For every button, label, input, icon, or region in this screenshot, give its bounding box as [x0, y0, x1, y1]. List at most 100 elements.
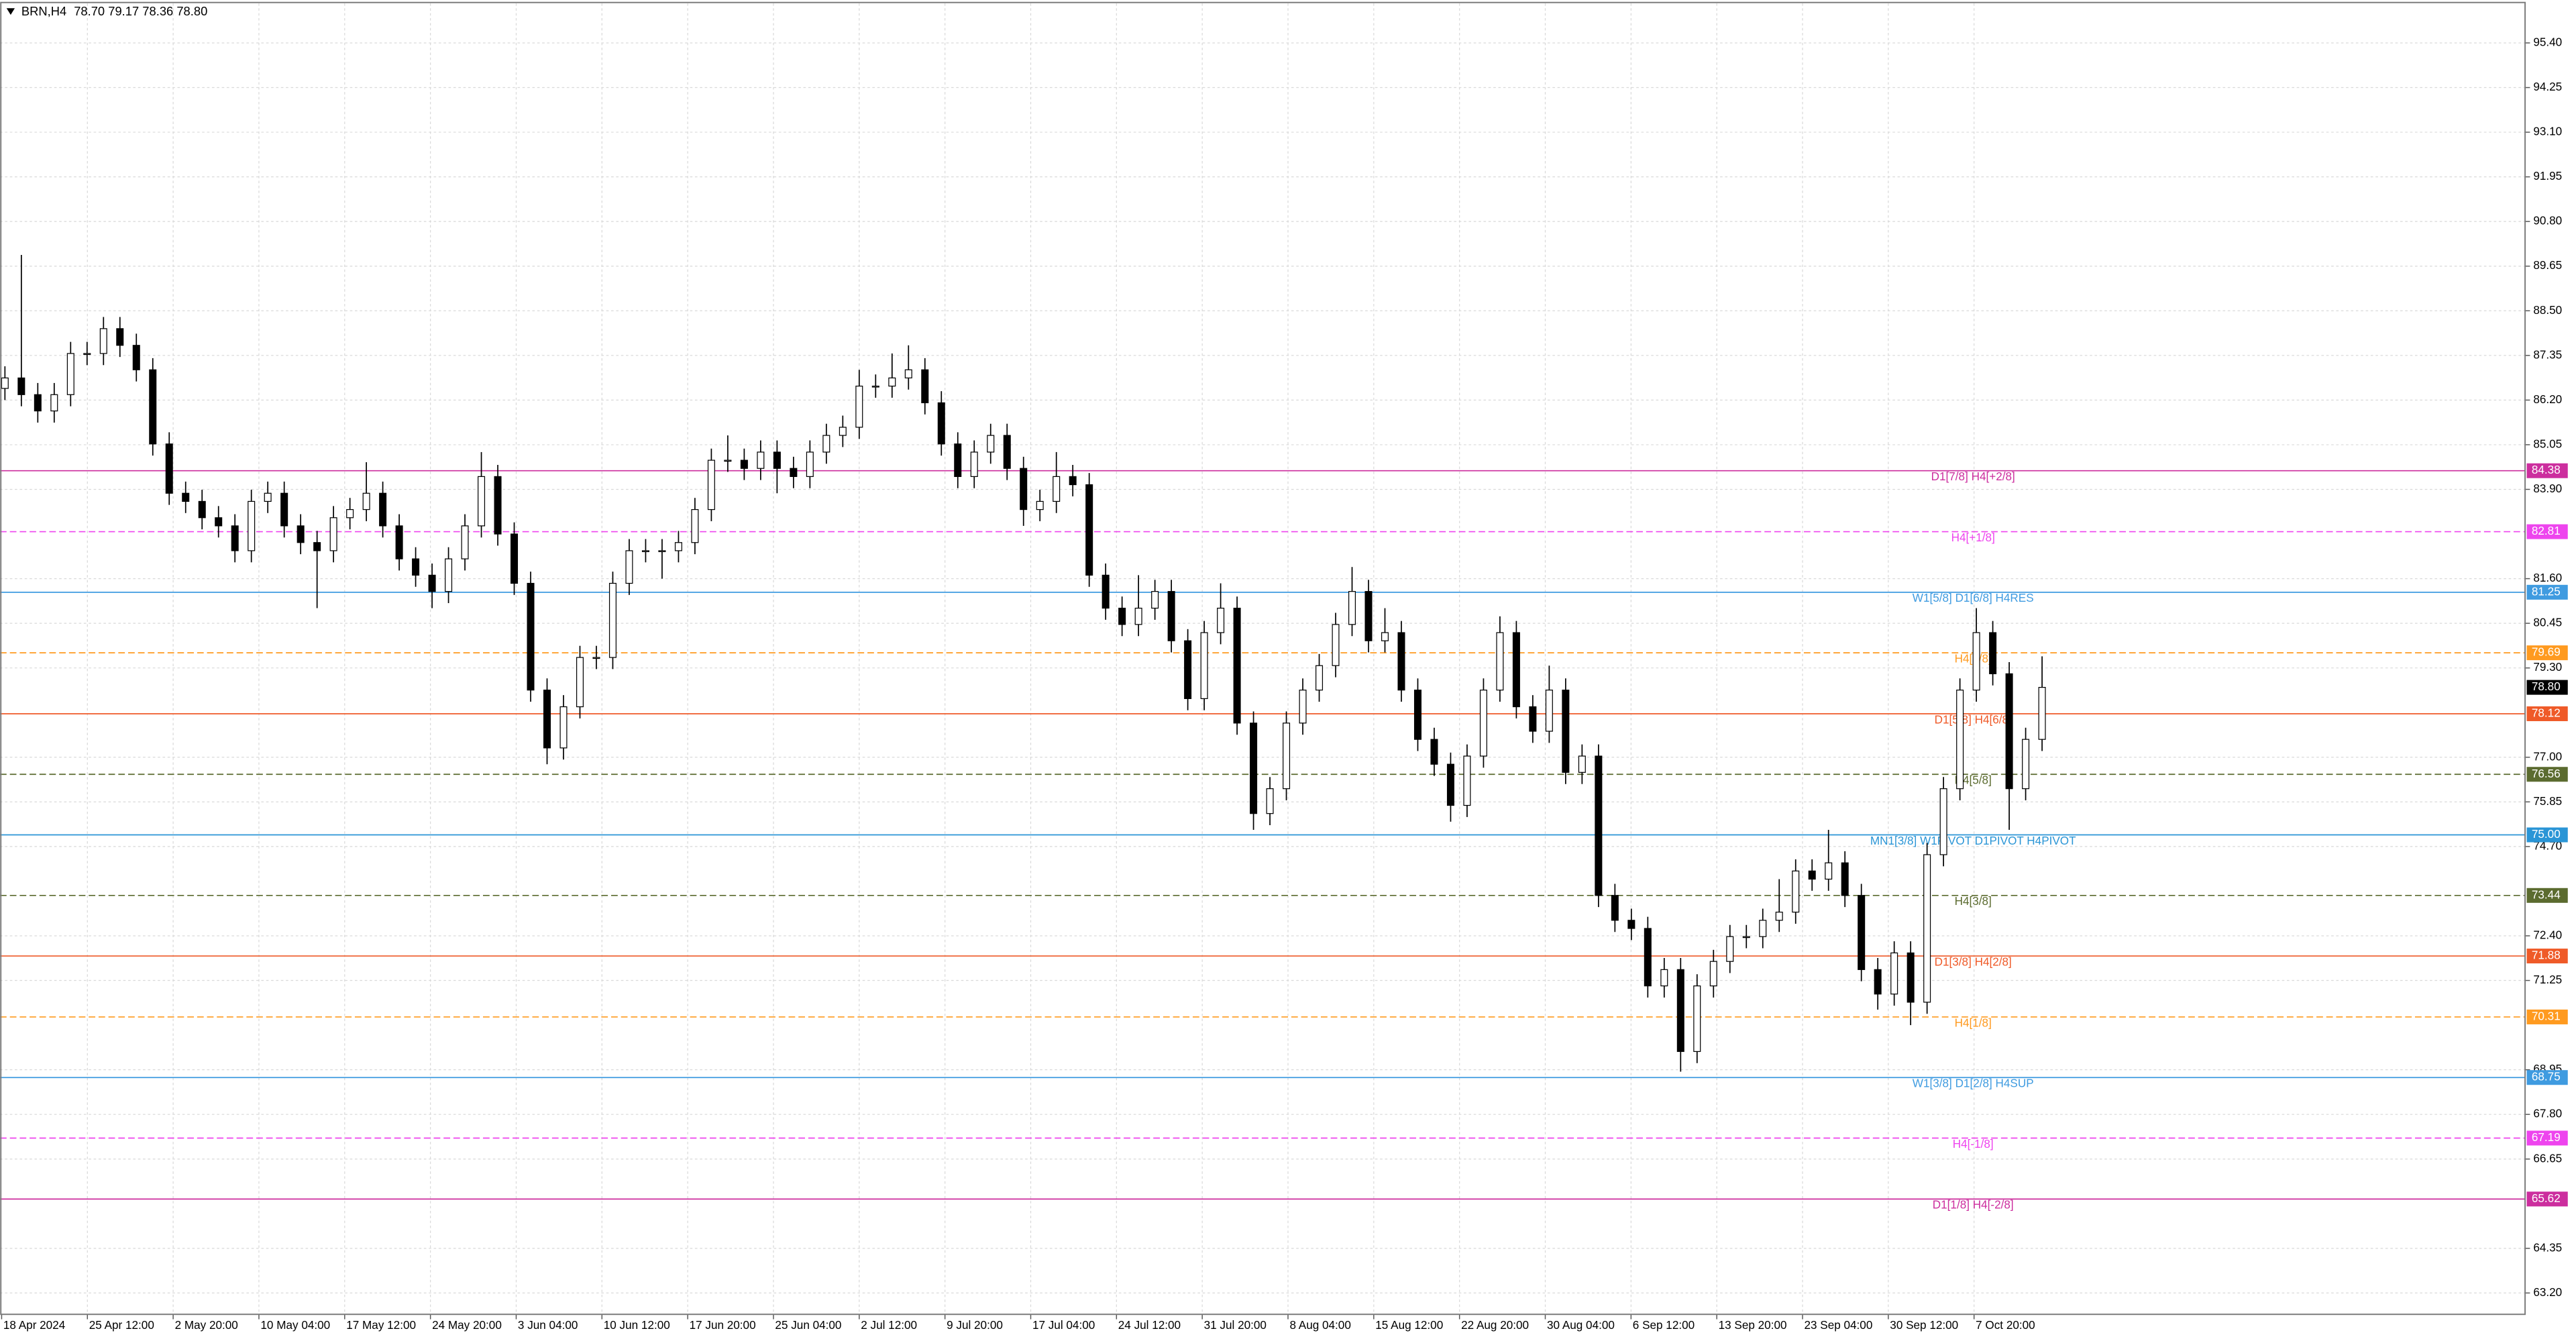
candle-body [1989, 632, 1997, 674]
candle-body [1627, 920, 1635, 929]
y-tick-label: 88.50 [2533, 303, 2562, 317]
candle-body [1069, 476, 1077, 486]
level-price-box [2526, 524, 2568, 539]
y-tick-label: 67.80 [2533, 1107, 2562, 1120]
x-tick-label: 25 Jun 04:00 [775, 1318, 841, 1332]
candle-body [1381, 632, 1389, 641]
candle-body [1496, 632, 1504, 691]
candle-body [1463, 755, 1471, 806]
candle-body [1413, 690, 1421, 740]
candle-body [855, 385, 863, 428]
y-tick-label: 87.35 [2533, 347, 2562, 361]
candle-body [1332, 624, 1340, 666]
candle-body [132, 345, 140, 370]
candle-body [757, 451, 765, 469]
level-price-label: 78.12 [2532, 706, 2561, 719]
candle-body [428, 574, 436, 592]
level-price-label: 70.31 [2532, 1009, 2561, 1022]
candle-body [871, 385, 879, 388]
candle-body [329, 517, 337, 551]
candle-body [165, 443, 173, 494]
level-label: W1[3/8] D1[2/8] H4SUP [1913, 1077, 2034, 1090]
candle-body [576, 657, 584, 708]
y-tick-label: 72.40 [2533, 928, 2562, 942]
x-tick-label: 22 Aug 20:00 [1461, 1318, 1529, 1332]
candle-body [149, 369, 157, 445]
levels: D1[7/8] H4[+2/8] H4[+1/8] W1[5/8] D1[6/8] … [0, 470, 2526, 1212]
level-price-box [2526, 1130, 2568, 1146]
candle-body [1972, 632, 1980, 691]
candle-body [987, 435, 995, 453]
candle-body [1562, 690, 1570, 773]
candle-body [280, 492, 288, 527]
candle-body [1676, 969, 1684, 1053]
candle-body [1299, 690, 1307, 724]
candle-body [1053, 476, 1061, 502]
candle-body [773, 451, 781, 469]
level-price-box [2526, 888, 2568, 903]
candle-body [1644, 928, 1652, 987]
candle-body [1233, 607, 1241, 724]
candle-body [592, 657, 600, 659]
y-tick-label: 80.45 [2533, 616, 2562, 629]
candle-body [215, 517, 223, 527]
y-tick-label: 93.10 [2533, 125, 2562, 138]
candle-body [1841, 862, 1849, 896]
candle-body [511, 533, 519, 584]
candle-body [346, 508, 354, 519]
candle-body [1134, 607, 1142, 625]
candle-body [740, 460, 748, 469]
candle-body [1890, 952, 1898, 995]
x-tick-label: 24 Jul 12:00 [1118, 1318, 1181, 1332]
candle-body [1759, 920, 1767, 937]
level-price-box [2526, 1070, 2568, 1085]
y-tick-label: 85.05 [2533, 437, 2562, 450]
candle-body [543, 690, 551, 749]
candle-body [1397, 632, 1405, 691]
x-tick-label: 31 Jul 20:00 [1204, 1318, 1267, 1332]
candle-body [970, 451, 978, 477]
x-tick-label: 6 Sep 12:00 [1633, 1318, 1695, 1332]
candle-body [395, 525, 403, 559]
candle-body [1578, 755, 1586, 773]
level-label: D1[7/8] H4[+2/8] [1931, 470, 2015, 483]
candle-body [1250, 722, 1258, 814]
candle-body [1217, 607, 1225, 633]
axes: 95.40 94.25 93.10 91.95 90.80 89.65 88.50 87.35… [1, 35, 2568, 1332]
candle-body [362, 492, 370, 511]
x-tick-label: 13 Sep 20:00 [1719, 1318, 1787, 1332]
x-tick-label: 17 Jul 04:00 [1032, 1318, 1095, 1332]
y-tick-label: 86.20 [2533, 392, 2562, 406]
plot-frame [0, 1, 2526, 1316]
y-tick-label: 75.85 [2533, 794, 2562, 808]
candle-body [1364, 591, 1373, 641]
candle-body [691, 508, 699, 543]
candle-body [1, 377, 9, 389]
level-price-label: 81.25 [2532, 584, 2561, 598]
y-tick-label: 79.30 [2533, 660, 2562, 674]
candles [1, 254, 2046, 1072]
candle-body [1907, 952, 1915, 1003]
level-label: MN1[3/8] W1PIVOT D1PIVOT H4PIVOT [1870, 834, 2076, 847]
candle-body [2038, 687, 2046, 740]
level-price-label: 71.88 [2532, 949, 2561, 962]
candle-body [1939, 788, 1947, 855]
candle-body [1693, 985, 1701, 1053]
level-price-label: 75.00 [2532, 827, 2561, 841]
y-tick-label: 81.60 [2533, 571, 2562, 584]
candle-body [2022, 739, 2030, 790]
candle-body [478, 476, 486, 527]
x-tick-label: 30 Sep 12:00 [1890, 1318, 1958, 1332]
x-tick-label: 2 May 20:00 [175, 1318, 238, 1332]
x-tick-label: 7 Oct 20:00 [1976, 1318, 2035, 1332]
level-label: H4[5/8] [1955, 773, 1992, 787]
candle-body [937, 402, 945, 445]
level-price-box [2526, 767, 2568, 782]
candle-body [1923, 854, 1931, 1003]
level-price-label: 84.38 [2532, 463, 2561, 476]
candle-body [1858, 895, 1866, 970]
level-label: D1[3/8] H4[2/8] [1935, 955, 2012, 968]
candle-body [1709, 961, 1717, 987]
candle-body [1266, 788, 1274, 814]
